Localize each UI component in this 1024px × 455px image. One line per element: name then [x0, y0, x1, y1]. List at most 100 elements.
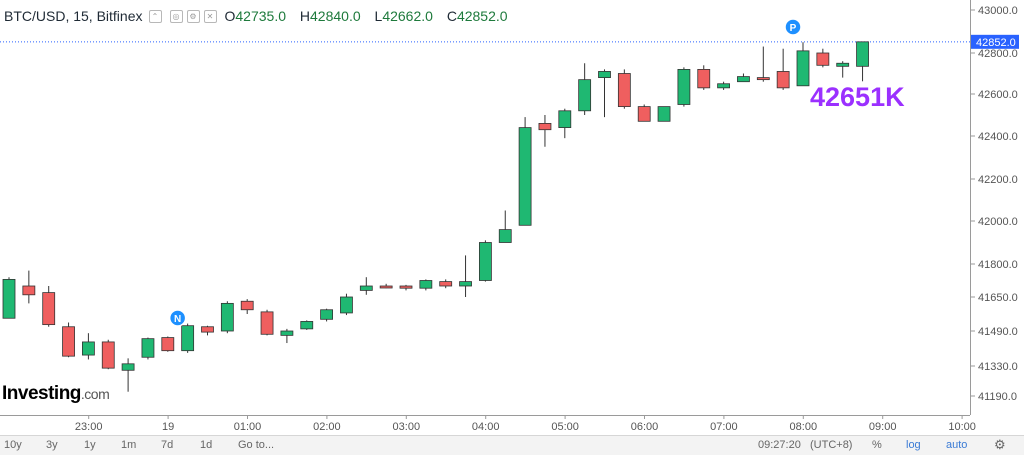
price-axis-background: [970, 0, 1024, 435]
candle-body: [101, 341, 115, 369]
x-tick-label: 19: [162, 421, 174, 433]
settings-icon[interactable]: ⚙: [186, 9, 200, 23]
percent-toggle[interactable]: %: [872, 439, 882, 451]
y-tick-label: 42800.0: [978, 48, 1018, 60]
candle-body: [538, 123, 552, 131]
event-marker: [168, 309, 187, 327]
y-tick-label: 43000.0: [978, 5, 1018, 17]
gear-icon[interactable]: ⚙: [994, 437, 1006, 452]
ohlc-readout: O42735.0 H42840.0 L42662.0 C42852.0: [224, 8, 508, 24]
range-7d[interactable]: 7d: [161, 439, 174, 451]
symbol-label[interactable]: BTC/USD, 15, Bitfinex: [4, 8, 143, 24]
candle-body: [22, 285, 36, 296]
candle-body: [637, 106, 651, 122]
x-tick-label: 06:00: [631, 421, 659, 433]
chart-header: BTC/USD, 15, Bitfinex ⌃ ◎ ⚙ ✕ O42735.0 H…: [0, 0, 518, 32]
candle-body: [558, 110, 572, 129]
open-value: 42735.0: [235, 8, 286, 24]
range-1y[interactable]: 1y: [84, 439, 96, 451]
close-value: 42852.0: [456, 8, 508, 24]
high-value: 42840.0: [310, 8, 361, 24]
low-value: 42662.0: [382, 8, 433, 24]
log-toggle[interactable]: log: [906, 439, 921, 451]
x-tick-label: 07:00: [710, 421, 738, 433]
range-1d[interactable]: 1d: [200, 439, 213, 451]
event-marker-label: P: [790, 23, 797, 34]
candle-body: [320, 309, 334, 320]
eye-icon[interactable]: ◎: [169, 9, 183, 23]
candle-body: [796, 50, 810, 87]
candle-body: [340, 296, 353, 314]
candle-body: [42, 292, 56, 326]
candle-body: [62, 326, 75, 357]
candle-body: [359, 285, 373, 291]
candle-body: [697, 69, 711, 89]
auto-toggle[interactable]: auto: [946, 439, 968, 451]
last-price-tag: [971, 34, 1019, 49]
candle-body: [518, 127, 532, 226]
y-tick-label: 41800.0: [978, 259, 1018, 271]
event-marker: [784, 18, 802, 36]
candle-body: [856, 41, 869, 67]
candle-body: [220, 302, 234, 332]
y-tick-label: 41650.0: [978, 292, 1018, 304]
candle-body: [419, 280, 433, 289]
candle-body: [836, 62, 850, 67]
candle-body: [300, 321, 314, 330]
candle-body: [280, 330, 294, 336]
candle-body: [141, 338, 155, 358]
candle-body: [181, 325, 195, 352]
go-to-button[interactable]: Go to...: [238, 439, 275, 451]
candle-body: [260, 311, 274, 335]
y-tick-label: 42200.0: [978, 174, 1018, 186]
candle-body: [677, 69, 691, 105]
candle-body: [201, 326, 214, 333]
y-tick-label: 41490.0: [978, 326, 1018, 338]
candle-body: [598, 71, 611, 78]
price-annotation: 42651K: [810, 82, 905, 112]
x-tick-label: 05:00: [551, 421, 579, 433]
x-tick-label: 10:00: [948, 421, 976, 433]
candle-body: [399, 285, 413, 289]
y-tick-label: 42000.0: [978, 216, 1018, 228]
range-3y[interactable]: 3y: [46, 439, 58, 451]
candle-body: [657, 106, 671, 122]
candle-body: [578, 79, 592, 112]
candle-body: [379, 285, 393, 289]
x-tick-label: 09:00: [869, 421, 897, 433]
x-tick-label: 03:00: [393, 421, 421, 433]
candle-body: [82, 341, 95, 356]
candle-body: [617, 73, 631, 107]
y-tick-label: 42400.0: [978, 131, 1018, 143]
y-tick-label: 41330.0: [978, 361, 1018, 373]
x-tick-label: 02:00: [313, 421, 341, 433]
range-1m[interactable]: 1m: [121, 439, 137, 451]
candle-body: [717, 83, 730, 89]
y-tick-label: 42600.0: [978, 89, 1018, 101]
event-marker-label: N: [174, 314, 181, 325]
candle-body: [756, 77, 770, 81]
candle-body: [498, 229, 512, 243]
candle-body: [816, 52, 830, 66]
candle-body: [478, 242, 492, 281]
investing-logo: Investing.com: [2, 383, 110, 404]
candle-body: [776, 71, 790, 89]
x-tick-label: 04:00: [472, 421, 500, 433]
y-tick-label: 41190.0: [978, 391, 1017, 403]
clock: 09:27:20: [758, 439, 801, 451]
timezone-button[interactable]: (UTC+8): [810, 439, 853, 451]
candle-body: [459, 281, 472, 287]
range-10y[interactable]: 10y: [4, 439, 22, 451]
candle-body: [737, 76, 750, 83]
x-tick-label: 08:00: [790, 421, 818, 433]
last-price-tag-label: 42852.0: [976, 37, 1016, 49]
candle-body: [439, 281, 453, 287]
close-icon[interactable]: ✕: [203, 9, 217, 23]
x-tick-label: 23:00: [75, 421, 103, 433]
collapse-icon[interactable]: ⌃: [148, 9, 162, 23]
x-tick-label: 01:00: [234, 421, 262, 433]
bottom-toolbar: 10y 3y 1y 1m 7d 1d Go to... 09:27:20 (UT…: [0, 435, 1024, 455]
candle-body: [240, 300, 254, 311]
candle-body: [121, 363, 135, 371]
